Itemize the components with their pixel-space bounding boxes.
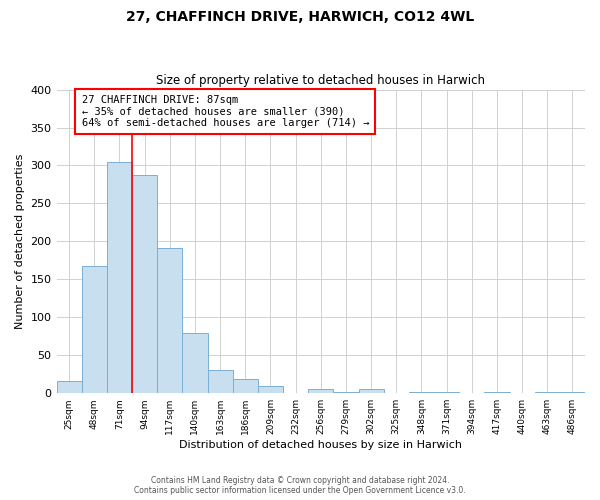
Bar xyxy=(107,162,132,393)
Bar xyxy=(132,174,157,393)
Bar xyxy=(484,392,509,393)
Bar xyxy=(434,392,459,393)
Text: 27 CHAFFINCH DRIVE: 87sqm
← 35% of detached houses are smaller (390)
64% of semi: 27 CHAFFINCH DRIVE: 87sqm ← 35% of detac… xyxy=(82,95,369,128)
Bar xyxy=(535,392,560,393)
Bar xyxy=(258,386,283,393)
X-axis label: Distribution of detached houses by size in Harwich: Distribution of detached houses by size … xyxy=(179,440,462,450)
Bar xyxy=(56,381,82,393)
Bar xyxy=(308,390,334,393)
Text: Contains HM Land Registry data © Crown copyright and database right 2024.
Contai: Contains HM Land Registry data © Crown c… xyxy=(134,476,466,495)
Bar xyxy=(334,392,359,393)
Y-axis label: Number of detached properties: Number of detached properties xyxy=(15,154,25,329)
Bar xyxy=(182,333,208,393)
Bar xyxy=(82,266,107,393)
Bar xyxy=(409,392,434,393)
Text: 27, CHAFFINCH DRIVE, HARWICH, CO12 4WL: 27, CHAFFINCH DRIVE, HARWICH, CO12 4WL xyxy=(126,10,474,24)
Bar xyxy=(208,370,233,393)
Bar xyxy=(233,379,258,393)
Title: Size of property relative to detached houses in Harwich: Size of property relative to detached ho… xyxy=(156,74,485,87)
Bar xyxy=(560,392,585,393)
Bar xyxy=(157,248,182,393)
Bar xyxy=(359,390,383,393)
